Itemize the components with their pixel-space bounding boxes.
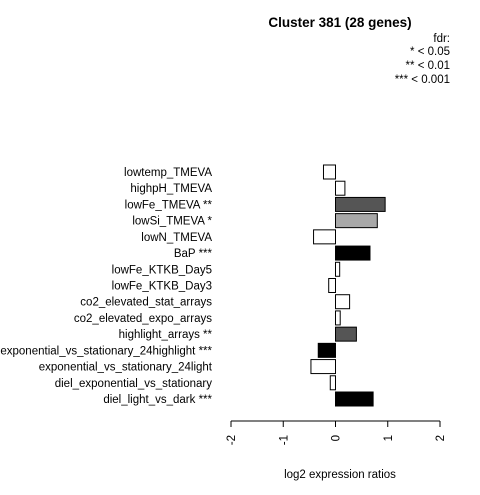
bar: [322, 164, 337, 180]
bar: [335, 245, 371, 261]
bar: [335, 261, 341, 277]
bar: [335, 310, 341, 326]
x-tick-label: 2: [435, 435, 447, 441]
category-labels: lowtemp_TMEVA highpH_TMEVA lowFe_TMEVA ** l…: [0, 167, 212, 406]
bar: [335, 213, 378, 229]
x-tick-label: 1: [383, 435, 395, 441]
category-label: lowSi_TMEVA *: [132, 216, 212, 228]
bars: [310, 164, 386, 407]
legend-entry: *** < 0.001: [395, 74, 450, 86]
category-label: highlight_arrays **: [119, 329, 213, 341]
bar: [335, 294, 351, 310]
category-label: BaP ***: [174, 248, 213, 260]
legend: fdr: * < 0.05 ** < 0.01 *** < 0.001: [395, 33, 450, 86]
category-label: exponential_vs_stationary_24light: [39, 362, 213, 374]
bar: [328, 278, 336, 293]
bar: [329, 375, 336, 391]
bar: [335, 180, 346, 196]
category-label: diel_exponential_vs_stationary: [55, 378, 213, 390]
bar: [313, 229, 336, 245]
legend-entry: ** < 0.01: [406, 60, 450, 72]
category-label: lowN_TMEVA: [141, 232, 212, 244]
category-label: co2_elevated_stat_arrays: [80, 297, 212, 309]
bar: [310, 359, 337, 375]
x-axis-label: log2 expression ratios: [284, 469, 396, 481]
bar: [335, 326, 357, 342]
category-label: lowFe_TMEVA **: [125, 199, 213, 211]
chart-title: Cluster 381 (28 genes): [268, 15, 411, 30]
category-label: exponential_vs_stationary_24highlight **…: [0, 345, 212, 357]
category-label: co2_elevated_expo_arrays: [74, 313, 212, 325]
x-axis: -2 -1 0 1 2: [226, 420, 447, 445]
legend-entry: * < 0.05: [410, 46, 450, 58]
category-label: lowFe_KTKB_Day3: [112, 281, 212, 293]
x-tick-label: -2: [226, 435, 238, 445]
category-label: diel_light_vs_dark ***: [103, 394, 212, 406]
category-label: lowFe_KTKB_Day5: [112, 264, 212, 276]
category-label: lowtemp_TMEVA: [124, 167, 212, 179]
category-label: highpH_TMEVA: [130, 183, 212, 195]
bar: [317, 342, 337, 358]
bar: [335, 391, 374, 407]
x-tick-label: 0: [331, 435, 343, 441]
legend-title: fdr:: [433, 33, 450, 45]
bar: [335, 196, 386, 212]
x-tick-label: -1: [278, 435, 290, 445]
